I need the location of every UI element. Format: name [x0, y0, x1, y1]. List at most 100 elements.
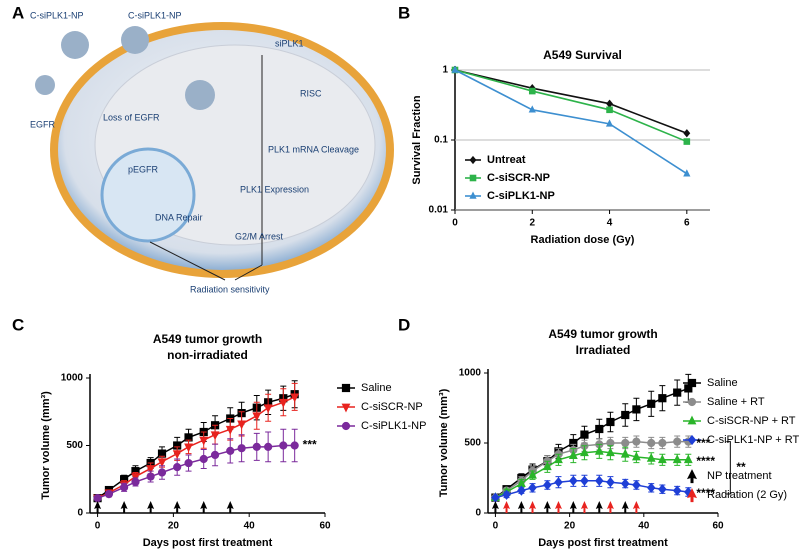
marker	[237, 420, 247, 430]
x-tick-label: 0	[95, 521, 101, 532]
nanoparticle	[61, 31, 89, 59]
diagram-label: Radiation sensitivity	[190, 284, 270, 294]
marker	[554, 477, 563, 488]
x-tick-label: 60	[319, 521, 331, 532]
legend-arrow	[687, 488, 697, 503]
x-axis-label: Radiation dose (Gy)	[531, 234, 635, 246]
diagram-label: EGFR	[30, 119, 56, 129]
diagram-label: Loss of EGFR	[103, 112, 160, 122]
treatment-arrow	[120, 501, 128, 513]
legend-label: Saline + RT	[707, 396, 765, 408]
marker	[341, 403, 351, 413]
legend-label: C-siPLK1-NP	[487, 190, 555, 202]
marker	[172, 450, 182, 460]
treatment-arrow	[200, 501, 208, 513]
marker	[605, 119, 614, 127]
marker	[621, 410, 630, 420]
series-line	[454, 69, 688, 175]
marker	[210, 450, 220, 460]
legend-label: Saline	[707, 377, 738, 389]
marker	[606, 99, 613, 108]
marker	[279, 441, 288, 450]
marker	[632, 405, 641, 414]
marker	[687, 434, 697, 446]
treatment-arrow	[543, 501, 551, 513]
marker	[263, 404, 273, 414]
marker	[131, 473, 140, 482]
marker	[673, 437, 682, 446]
marker	[528, 482, 537, 493]
panel-letter: C	[12, 315, 24, 334]
treatment-arrow	[503, 501, 511, 513]
treatment-arrow	[569, 501, 577, 513]
marker	[657, 454, 667, 464]
diagram-label: C-siPLK1-NP	[128, 10, 182, 20]
marker	[93, 494, 102, 503]
marker	[568, 450, 578, 459]
y-tick-label: 500	[66, 440, 83, 451]
legend-label: Untreat	[487, 154, 526, 166]
x-axis-label: Days post first treatment	[143, 537, 273, 549]
marker	[469, 155, 477, 165]
marker	[658, 484, 667, 495]
marker	[542, 461, 552, 471]
marker	[469, 191, 477, 199]
marker	[146, 472, 155, 481]
x-axis-label: Days post first treatment	[538, 537, 668, 549]
marker	[621, 438, 630, 448]
x-tick-label: 40	[638, 521, 650, 532]
arrow	[149, 241, 226, 281]
marker	[554, 454, 563, 464]
diagram-label: DNA Repair	[155, 212, 203, 222]
marker	[226, 446, 235, 455]
marker	[104, 490, 114, 499]
series-line	[97, 444, 295, 499]
marker	[517, 485, 526, 496]
marker	[687, 397, 697, 407]
annotation: ***	[696, 436, 710, 450]
legend-label: C-siPLK1-NP	[361, 420, 426, 432]
x-tick-label: 2	[529, 218, 535, 229]
marker	[646, 482, 656, 493]
treatment-arrow	[226, 501, 234, 513]
series-line	[97, 393, 295, 499]
annotation: **	[736, 460, 746, 474]
marker	[451, 65, 459, 73]
treatment-arrow	[632, 501, 640, 513]
marker	[595, 424, 604, 434]
treatment-arrow	[517, 501, 525, 513]
treatment-arrow	[621, 501, 629, 513]
annotation: ****	[696, 454, 715, 468]
y-tick-label: 0	[475, 508, 481, 519]
marker	[528, 87, 536, 95]
marker	[658, 394, 667, 403]
panel-letter: A	[12, 3, 24, 22]
marker	[120, 483, 129, 492]
marker	[210, 431, 220, 441]
y-axis-label: Tumor volume (mm³)	[438, 388, 450, 497]
chart-subtitle: Irradiated	[576, 343, 631, 357]
series-line	[495, 450, 689, 499]
marker	[647, 438, 656, 448]
marker	[146, 465, 156, 474]
treatment-arrow	[94, 501, 102, 513]
marker	[199, 454, 208, 464]
series-line	[454, 69, 688, 143]
marker	[580, 475, 589, 486]
marker	[237, 444, 246, 453]
series-line	[494, 387, 689, 499]
bracket	[726, 441, 731, 495]
series-line	[454, 69, 688, 134]
marker	[290, 393, 300, 403]
marker	[543, 479, 552, 491]
nanoparticle	[35, 75, 55, 95]
chart-title: A549 tumor growth	[153, 332, 262, 346]
marker	[620, 448, 630, 458]
treatment-arrow	[491, 501, 499, 513]
x-tick-label: 40	[244, 521, 256, 532]
marker	[580, 430, 589, 439]
marker	[252, 412, 262, 422]
treatment-arrow	[606, 501, 614, 513]
marker	[225, 425, 235, 435]
y-axis-label: Survival Fraction	[411, 95, 423, 185]
